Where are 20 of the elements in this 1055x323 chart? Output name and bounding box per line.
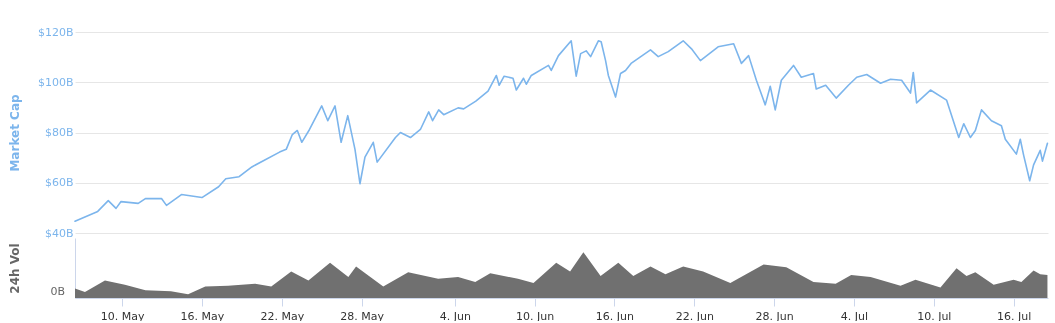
y-axis-title: Market Cap [7,94,22,172]
x-tick-label: 22. Jun [675,309,714,323]
x-tick-label: 22. May [260,309,305,323]
x-tick-label: 16. Jun [595,309,635,323]
y-tick-label: $120B [37,25,74,39]
text: 0B [50,285,65,298]
y-tick-label: $40B [44,226,74,240]
x-tick-label: 10. Jun [516,309,555,323]
x-tick-label: 28. May [340,309,385,323]
x-tick-label: 16. May [180,309,225,323]
y-tick-label: $80B [44,126,74,139]
x-tick-label: 4. Jul [840,309,869,323]
x-tick-label: 10. Jul [917,309,952,323]
y-tick-label: $100B [37,75,74,89]
x-tick-label: 4. Jun [439,309,471,323]
x-tick-label: 28. Jun [755,309,794,323]
x-tick-label: 16. Jul [996,309,1032,323]
x-tick-label: 10. May [100,309,145,323]
y-tick-label: $60B [44,176,74,190]
y-axis-title: 24h Vol [7,243,22,294]
